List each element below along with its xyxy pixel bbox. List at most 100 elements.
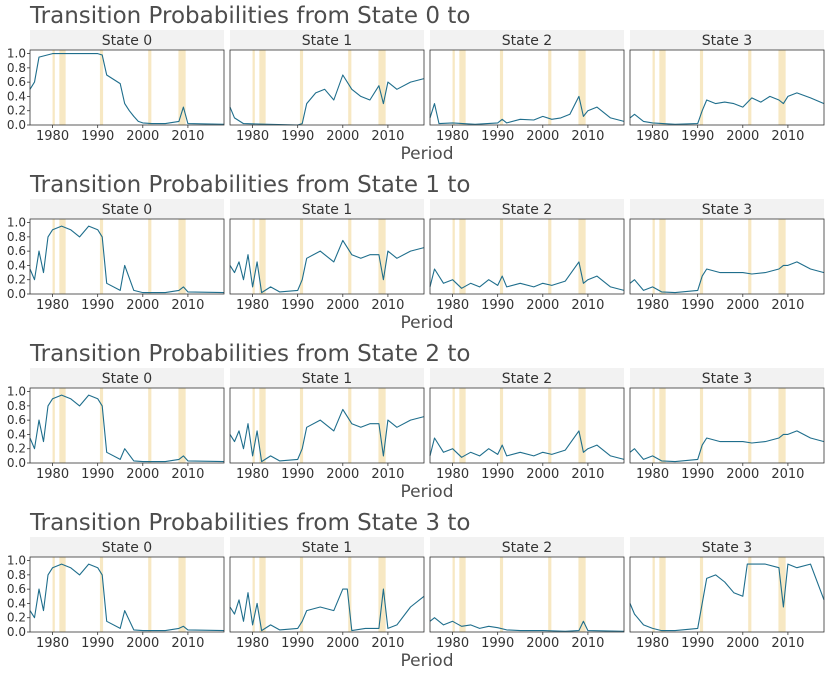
facet-strip [630, 199, 824, 219]
recession-band [778, 388, 786, 463]
facet-frame [429, 387, 625, 464]
recession-band [259, 50, 266, 125]
series-line [429, 430, 625, 460]
recession-band [699, 388, 704, 463]
x-tick-label: 2000 [126, 129, 159, 144]
recession-band [652, 50, 655, 125]
recession-band [59, 557, 66, 632]
y-tick-label: 1.0 [7, 385, 26, 399]
recession-band [548, 50, 552, 125]
facet-label: State 2 [502, 202, 552, 218]
facet-frame [29, 218, 225, 295]
series-line [29, 53, 225, 125]
x-tick-label: 2010 [371, 467, 404, 482]
y-tick-label: 0.0 [7, 287, 26, 301]
series-line [429, 95, 625, 125]
x-tick-label: 2000 [326, 636, 359, 651]
x-tick-label: 1980 [36, 636, 69, 651]
facet-0-3: State 3 1980 1990 2000 2010 [629, 30, 825, 144]
facet-frame [629, 218, 825, 295]
recession-band [548, 219, 552, 294]
recession-band [52, 50, 55, 125]
x-tick-label: 1990 [481, 636, 514, 651]
y-tick-label: 0.8 [7, 568, 26, 582]
x-tick-label: 1990 [281, 129, 314, 144]
facet-strip [630, 537, 824, 557]
y-tick-label: 0.4 [7, 427, 26, 441]
recession-band [299, 219, 304, 294]
x-tick-label: 1990 [681, 636, 714, 651]
x-tick-label: 2000 [526, 636, 559, 651]
facet-2-0: State 0 1980 1990 2000 2010 0.00.20.40.60.81.… [7, 368, 225, 482]
recession-band [148, 557, 152, 632]
x-axis-label: Period [400, 313, 453, 333]
y-tick-label: 0.6 [7, 244, 26, 258]
x-tick-label: 2000 [526, 467, 559, 482]
facet-strip [430, 30, 624, 50]
facet-label: State 0 [102, 371, 152, 387]
facet-frame [29, 387, 225, 464]
recession-band [748, 219, 752, 294]
facet-frame [429, 556, 625, 633]
x-tick-label: 2010 [771, 129, 804, 144]
facet-strip [630, 30, 824, 50]
recession-band [652, 388, 655, 463]
x-tick-label: 2000 [326, 467, 359, 482]
recession-band [659, 557, 666, 632]
facet-3-0: State 0 1980 1990 2000 2010 0.00.20.40.60.81.… [7, 537, 225, 651]
facet-2-3: State 3 1980 1990 2000 2010 [629, 368, 825, 482]
x-tick-label: 2010 [571, 467, 604, 482]
facet-label: State 1 [302, 371, 352, 387]
panel-title: Transition Probabilities from State 2 to [29, 341, 470, 367]
y-tick-label: 0.2 [7, 442, 26, 456]
recession-band [99, 50, 104, 125]
recession-band [778, 50, 786, 125]
x-tick-label: 1990 [481, 129, 514, 144]
facet-strip [30, 537, 224, 557]
recession-band [299, 50, 304, 125]
x-axis-label: Period [400, 651, 453, 671]
recession-band [459, 388, 466, 463]
recession-band [578, 50, 586, 125]
x-tick-label: 2010 [171, 129, 204, 144]
facet-frame [629, 387, 825, 464]
x-tick-label: 1990 [81, 467, 114, 482]
facet-strip [30, 199, 224, 219]
facet-3-2: State 2 1980 1990 2000 2010 [429, 537, 625, 651]
series-line [629, 261, 825, 294]
y-tick-label: 1.0 [7, 554, 26, 568]
facet-frame [229, 387, 425, 464]
recession-band [748, 388, 752, 463]
recession-band [59, 388, 66, 463]
x-tick-label: 2010 [371, 298, 404, 313]
y-tick-label: 0.4 [7, 89, 26, 103]
facet-0-0: State 0 1980 1990 2000 2010 0.00.20.40.60.81.… [7, 30, 225, 144]
recession-band [299, 388, 304, 463]
facet-strip [430, 368, 624, 388]
panel-3: Transition Probabilities from State 3 to… [7, 510, 825, 671]
recession-band [699, 557, 704, 632]
panel-0: Transition Probabilities from State 0 to… [7, 3, 825, 164]
x-tick-label: 1980 [636, 129, 669, 144]
facet-label: State 3 [702, 371, 752, 387]
recession-band [178, 388, 186, 463]
recession-band [499, 557, 504, 632]
facet-frame [229, 556, 425, 633]
series-line [629, 92, 825, 125]
recession-band [52, 557, 55, 632]
y-tick-label: 0.0 [7, 118, 26, 132]
x-tick-label: 2000 [526, 298, 559, 313]
facet-frame [29, 556, 225, 633]
x-tick-label: 2010 [771, 298, 804, 313]
facet-1-3: State 3 1980 1990 2000 2010 [629, 199, 825, 313]
y-tick-label: 0.0 [7, 625, 26, 639]
y-tick-label: 0.8 [7, 61, 26, 75]
y-tick-label: 0.8 [7, 230, 26, 244]
recession-band [252, 557, 255, 632]
facet-frame [629, 556, 825, 633]
y-tick-label: 0.4 [7, 596, 26, 610]
x-tick-label: 1990 [681, 129, 714, 144]
x-tick-label: 1980 [36, 298, 69, 313]
recession-band [652, 219, 655, 294]
x-tick-label: 2010 [171, 636, 204, 651]
